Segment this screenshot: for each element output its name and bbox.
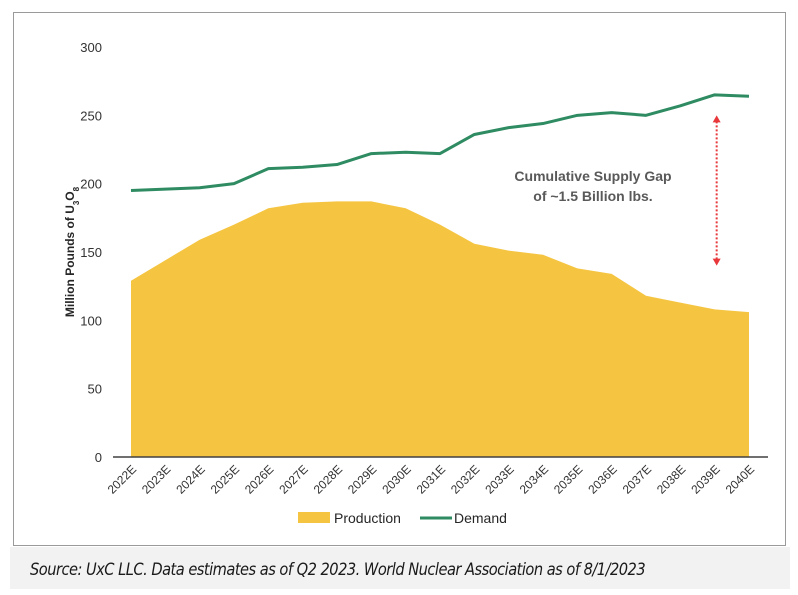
x-tick-label: 2023E (139, 462, 173, 496)
arrow-head-down (712, 258, 721, 266)
arrow-head-up (712, 115, 721, 123)
x-tick-label: 2032E (448, 462, 482, 496)
supply-gap-arrow (712, 115, 721, 266)
x-tick-label: 2029E (345, 462, 379, 496)
y-axis-label: Million Pounds of U3O8 (63, 186, 81, 317)
x-tick-label: 2033E (482, 462, 516, 496)
legend-label-production: Production (334, 510, 401, 526)
annotation-line-2: of ~1.5 Billion lbs. (533, 188, 652, 204)
y-tick-label: 50 (88, 382, 102, 397)
x-tick-label: 2036E (585, 462, 619, 496)
x-tick-label: 2024E (173, 462, 207, 496)
x-tick-label: 2025E (208, 462, 242, 496)
x-tick-label: 2022E (105, 462, 139, 496)
annotation: Cumulative Supply Gap of ~1.5 Billion lb… (514, 168, 671, 204)
y-tick-label: 200 (80, 177, 102, 192)
y-axis-ticks: 0 50 100 150 200 250 300 (80, 40, 102, 465)
x-tick-label: 2034E (517, 462, 551, 496)
x-tick-label: 2030E (379, 462, 413, 496)
y-tick-label: 300 (80, 40, 102, 55)
y-tick-label: 250 (80, 108, 102, 123)
source-caption: Source: UxC LLC. Data estimates as of Q2… (30, 560, 646, 580)
y-tick-label: 100 (80, 313, 102, 328)
x-tick-label: 2039E (688, 462, 722, 496)
plot-area (113, 93, 768, 458)
x-tick-label: 2027E (276, 462, 310, 496)
legend: Production Demand (298, 510, 507, 526)
production-area (131, 201, 749, 457)
legend-label-demand: Demand (454, 510, 507, 526)
x-tick-label: 2026E (242, 462, 276, 496)
annotation-line-1: Cumulative Supply Gap (514, 168, 671, 184)
x-tick-label: 2035E (551, 462, 585, 496)
x-tick-label: 2031E (414, 462, 448, 496)
x-tick-label: 2028E (311, 462, 345, 496)
y-tick-label: 150 (80, 245, 102, 260)
legend-swatch-production (298, 512, 330, 523)
y-tick-label: 0 (95, 450, 102, 465)
x-axis-ticks: 2022E 2023E 2024E 2025E 2026E 2027E 2028E 2029E… (105, 462, 757, 496)
x-tick-label: 2040E (723, 462, 757, 496)
x-tick-label: 2037E (620, 462, 654, 496)
caption-bar (10, 547, 790, 589)
x-tick-label: 2038E (654, 462, 688, 496)
